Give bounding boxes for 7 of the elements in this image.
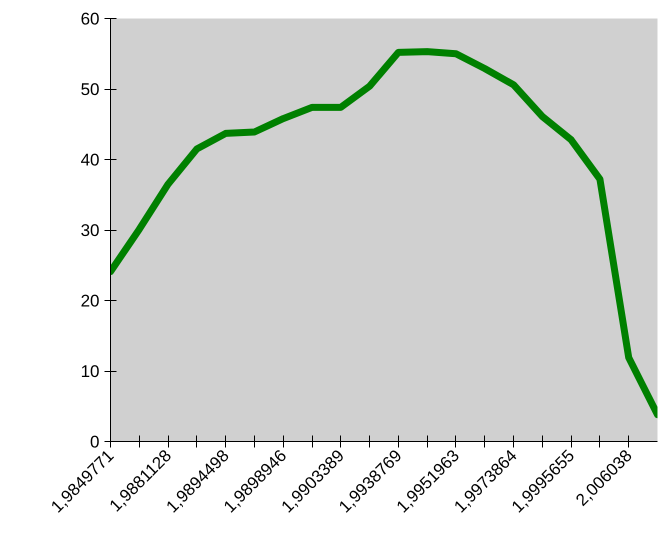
y-tick-label: 20 xyxy=(80,292,100,310)
y-tick-label: 10 xyxy=(80,362,100,381)
y-tick-label: 0 xyxy=(90,432,100,452)
y-tick-label: 50 xyxy=(80,80,100,99)
y-tick-label: 60 xyxy=(80,10,100,28)
y-tick-label: 30 xyxy=(80,221,100,240)
y-tick-label: 40 xyxy=(80,150,100,170)
